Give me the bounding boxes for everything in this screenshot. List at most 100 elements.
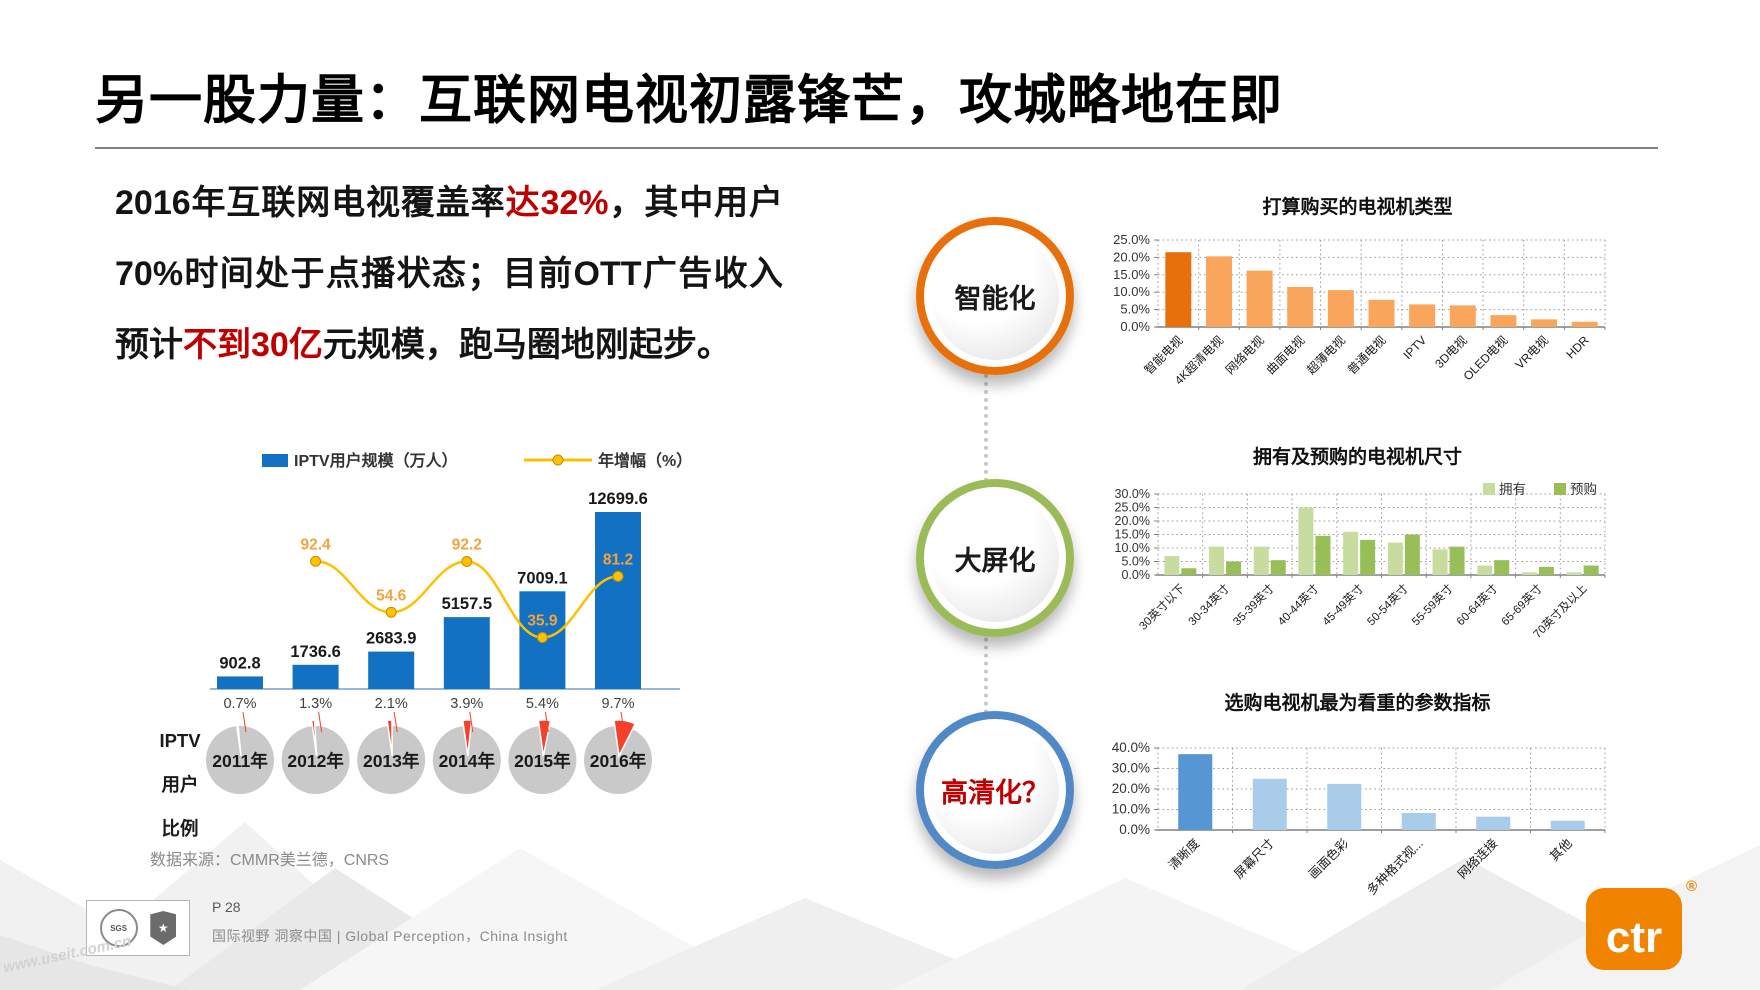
iptv-combo-chart-canvas: IPTV用户规模（万人） 年增幅（%） 902.8 1736.6 2683.9 5157.… <box>159 451 692 839</box>
svg-text:15.0%: 15.0% <box>1115 528 1150 542</box>
pillar-label-large-screen: 大屏化 <box>954 545 1036 576</box>
svg-text:40-44英寸: 40-44英寸 <box>1275 581 1322 628</box>
certification-logos: SGS ★ <box>86 900 190 956</box>
svg-text:VR电视: VR电视 <box>1512 333 1551 372</box>
svg-text:5.4%: 5.4% <box>526 696 559 712</box>
svg-text:比例: 比例 <box>161 818 198 839</box>
svg-text:IPTV: IPTV <box>1400 333 1429 362</box>
source-note: 数据来源：CMMR美兰德，CNRS <box>150 852 390 869</box>
svg-text:20.0%: 20.0% <box>1115 514 1150 528</box>
svg-text:2013年: 2013年 <box>363 751 420 771</box>
pillar-label-smart: 智能化 <box>954 283 1036 314</box>
iptv-combo-chart: IPTV用户规模（万人） 年增幅（%） 902.8 1736.6 2683.9 5157.… <box>140 440 780 860</box>
svg-text:3.9%: 3.9% <box>450 696 483 712</box>
svg-text:预购: 预购 <box>1570 482 1597 497</box>
svg-text:0.0%: 0.0% <box>1122 568 1151 582</box>
svg-text:其他: 其他 <box>1547 836 1575 864</box>
svg-text:55-59英寸: 55-59英寸 <box>1409 581 1456 628</box>
svg-text:54.6: 54.6 <box>376 587 407 604</box>
intro-text-2: ，其中用户70%时间处于点播状态；目前OTT广告收入预计 <box>115 184 783 364</box>
svg-text:25.0%: 25.0% <box>1113 232 1150 247</box>
svg-text:92.4: 92.4 <box>301 536 332 553</box>
page-title: 另一股力量：互联网电视初露锋芒，攻城略地在即 <box>95 71 1283 130</box>
tv-size-chart: 拥有及预购的电视机尺寸 30.0% 25.0% 20.0% 15.0% 10.0% 5.0… <box>1095 442 1620 682</box>
svg-text:10.0%: 10.0% <box>1113 284 1150 299</box>
purchase-type-chart-title: 打算购买的电视机类型 <box>1262 197 1453 218</box>
svg-text:画面色彩: 画面色彩 <box>1305 835 1351 881</box>
svg-text:20.0%: 20.0% <box>1112 781 1150 796</box>
svg-text:网络电视: 网络电视 <box>1222 333 1267 378</box>
svg-text:2.1%: 2.1% <box>375 696 408 712</box>
svg-text:20.0%: 20.0% <box>1113 249 1150 264</box>
tv-size-chart-title: 拥有及预购的电视机尺寸 <box>1252 447 1462 468</box>
svg-text:2016年: 2016年 <box>590 751 647 771</box>
ctr-logo-registered-mark: ® <box>1686 878 1698 895</box>
pillar-label-hd: 高清化？ <box>941 777 1049 808</box>
purchase-type-chart-canvas: 25.0%20.0%15.0%10.0%5.0%0.0%智能电视4K超清电视网络… <box>1113 232 1606 387</box>
ctr-logo: ctr <box>1586 888 1682 970</box>
svg-text:5.0%: 5.0% <box>1122 555 1151 569</box>
pillar-circle-large-screen: 大屏化 <box>916 479 1074 637</box>
svg-text:用户: 用户 <box>161 774 198 795</box>
svg-text:35-39英寸: 35-39英寸 <box>1230 581 1277 628</box>
svg-text:10.0%: 10.0% <box>1115 541 1150 555</box>
svg-text:0.0%: 0.0% <box>1120 319 1150 334</box>
key-parameter-chart: 选购电视机最为看重的参数指标 40.0% 30.0% 20.0% 10.0% 0.0% 清… <box>1095 688 1620 908</box>
svg-text:30.0%: 30.0% <box>1115 487 1150 501</box>
svg-text:普通电视: 普通电视 <box>1344 333 1389 378</box>
svg-text:81.2: 81.2 <box>603 551 633 568</box>
pillar-circle-smart: 智能化 <box>916 217 1074 375</box>
svg-text:2015年: 2015年 <box>514 751 571 771</box>
svg-text:40.0%: 40.0% <box>1112 740 1150 755</box>
svg-text:92.2: 92.2 <box>452 537 482 554</box>
tv-size-chart-canvas: 30.0%25.0%20.0%15.0%10.0%5.0%0.0%30英寸以下 3… <box>1115 482 1606 641</box>
svg-text:IPTV: IPTV <box>159 730 201 751</box>
svg-text:30-34英寸: 30-34英寸 <box>1185 581 1232 628</box>
svg-text:0.0%: 0.0% <box>1119 822 1150 837</box>
svg-text:902.8: 902.8 <box>219 654 260 672</box>
pillar-circle-hd: 高清化？ <box>916 711 1074 869</box>
svg-text:OLED电视: OLED电视 <box>1460 333 1511 384</box>
title-underline <box>95 147 1658 149</box>
svg-text:35.9: 35.9 <box>527 613 558 630</box>
svg-text:9.7%: 9.7% <box>601 696 634 712</box>
intro-paragraph: 2016年互联网电视覆盖率达32%，其中用户70%时间处于点播状态；目前OTT广… <box>115 168 783 381</box>
svg-text:30.0%: 30.0% <box>1112 761 1150 776</box>
svg-text:拥有: 拥有 <box>1499 482 1526 497</box>
svg-text:1.3%: 1.3% <box>299 696 332 712</box>
svg-text:网络连接: 网络连接 <box>1454 835 1500 881</box>
key-parameter-chart-canvas: 40.0% 30.0% 20.0% 10.0% 0.0% 清晰度 屏幕尺寸 画面色彩 多种格式视… <box>1112 740 1606 898</box>
svg-text:15.0%: 15.0% <box>1113 267 1150 282</box>
svg-text:25.0%: 25.0% <box>1115 501 1150 515</box>
svg-text:多种格式视...: 多种格式视... <box>1364 836 1426 898</box>
cert-stamp-sgs: SGS <box>99 909 138 947</box>
svg-text:HDR: HDR <box>1564 333 1593 362</box>
svg-text:60-64英寸: 60-64英寸 <box>1453 581 1500 628</box>
svg-text:50-54英寸: 50-54英寸 <box>1364 581 1411 628</box>
svg-text:超薄电视: 超薄电视 <box>1303 333 1348 378</box>
svg-text:10.0%: 10.0% <box>1112 802 1150 817</box>
page-number: P 28 <box>212 899 241 915</box>
svg-text:45-49英寸: 45-49英寸 <box>1319 581 1366 628</box>
svg-text:65-69英寸: 65-69英寸 <box>1498 581 1545 628</box>
intro-text-3: 元规模，跑马圈地刚起步。 <box>322 326 731 364</box>
footer-tagline: 国际视野 洞察中国 | Global Perception，China Insi… <box>212 928 568 944</box>
svg-text:2683.9: 2683.9 <box>366 630 416 648</box>
svg-text:1736.6: 1736.6 <box>290 643 340 661</box>
intro-highlight-1: 达32% <box>505 184 609 222</box>
svg-text:2012年: 2012年 <box>287 751 344 771</box>
svg-text:IPTV用户规模（万人）: IPTV用户规模（万人） <box>294 451 458 470</box>
intro-text-1: 2016年互联网电视覆盖率 <box>115 184 506 222</box>
cert-stamp-crest-icon: ★ <box>150 911 177 945</box>
svg-text:7009.1: 7009.1 <box>517 569 567 587</box>
svg-text:年增幅（%）: 年增幅（%） <box>598 451 692 470</box>
svg-text:12699.6: 12699.6 <box>588 490 648 508</box>
svg-text:30英寸以下: 30英寸以下 <box>1136 581 1187 632</box>
svg-text:2014年: 2014年 <box>439 751 496 771</box>
purchase-type-chart: 打算购买的电视机类型 25.0% 20.0% 15.0% 10.0% 5.0% 0.0% 智… <box>1095 192 1620 414</box>
svg-text:3D电视: 3D电视 <box>1431 333 1469 371</box>
svg-text:曲面电视: 曲面电视 <box>1263 333 1308 378</box>
svg-text:屏幕尺寸: 屏幕尺寸 <box>1232 836 1277 881</box>
svg-text:2011年: 2011年 <box>212 751 268 771</box>
